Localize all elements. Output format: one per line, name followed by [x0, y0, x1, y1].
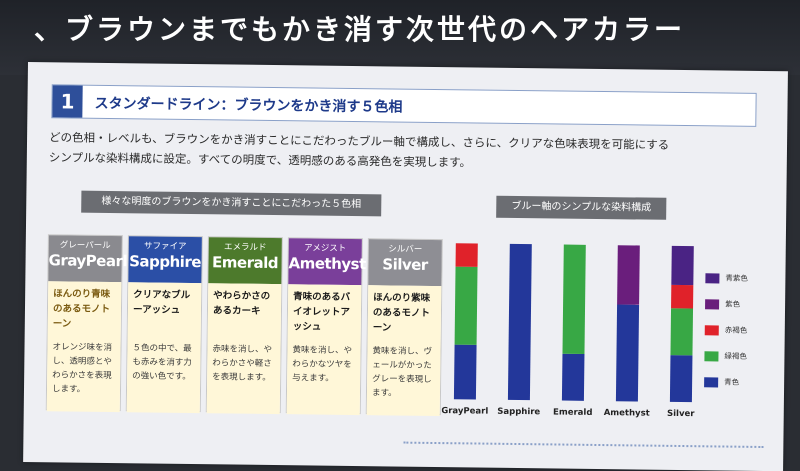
x-tick-label: Emerald — [553, 407, 592, 417]
legend-swatch — [705, 273, 720, 284]
chart-caption: ブルー軸のシンプルな染料構成 — [496, 195, 667, 220]
divider — [403, 441, 764, 453]
card-subtitle: ほんのり青味のあるモノトーン — [52, 288, 111, 330]
bar-segment-sapphire-0 — [507, 243, 532, 401]
section-header: 1 スタンダードライン：ブラウンをかき消す５色相 — [51, 84, 757, 127]
intro-text: どの色相・レベルも、ブラウンをかき消すことにこだわったブルー軸で構成し、さらに、… — [49, 127, 769, 176]
legend-swatch — [704, 325, 719, 336]
legend-swatch — [705, 299, 720, 310]
legend-swatch — [704, 377, 719, 388]
card-subtitle: やわらかさのあるカーキ — [212, 290, 271, 317]
dye-composition-chart: GrayPearl Sapphire Emerald Amethyst Silver 青… — [442, 237, 784, 431]
card-name: Sapphire — [129, 252, 202, 272]
card-body: 青味のあるバイオレットアッシュ 黄味を消し、やわらかなツヤを与えます。 — [286, 284, 362, 416]
card-description: 赤味を消し、やわらかさや軽さを表現します。 — [212, 344, 273, 383]
bar-segment-graypearl-1 — [454, 266, 478, 345]
bar-segment-silver-4 — [671, 245, 694, 286]
chart-legend: 青紫色紫色赤褐色緑褐色青色 — [704, 272, 785, 388]
card-kana: グレーパール — [59, 240, 111, 252]
card-header: アメジスト Amethyst — [288, 238, 366, 286]
section-number: 1 — [52, 85, 83, 118]
card-body: ほんのり紫味のあるモノトーン 黄味を消し、ヴェールがかったグレーを表現します。 — [366, 285, 442, 417]
card-header: シルバー Silver — [368, 239, 442, 287]
card-subtitle: クリアなブルーアッシュ — [132, 289, 191, 316]
bar-segment-emerald-0 — [561, 353, 585, 401]
bar-segment-silver-0 — [669, 355, 693, 403]
card-kana: サファイア — [143, 241, 187, 252]
card-silver: シルバー Silver ほんのり紫味のあるモノトーン 黄味を消し、ヴェールがかっ… — [365, 238, 443, 417]
card-body: やわらかさのあるカーキ 赤味を消し、やわらかさや軽さを表現します。 — [206, 283, 282, 415]
card-subtitle: 青味のあるバイオレットアッシュ — [292, 291, 351, 333]
card-graypearl: グレーパール GrayPearl ほんのり青味のあるモノトーン オレンジ味を消し… — [45, 234, 128, 413]
card-description: ５色の中で、最も赤みを消す力の強い色です。 — [132, 343, 192, 383]
card-amethyst: アメジスト Amethyst 青味のあるバイオレットアッシュ 黄味を消し、やわら… — [285, 237, 366, 416]
card-kana: アメジスト — [304, 243, 347, 254]
card-emerald: エメラルド Emerald やわらかさのあるカーキ 赤味を消し、やわらかさや軽さ… — [205, 236, 283, 415]
card-name: Emerald — [211, 253, 279, 273]
card-header: グレーパール GrayPearl — [48, 235, 128, 283]
legend-item: 赤褐色 — [704, 324, 785, 339]
page-sheet: 1 スタンダードライン：ブラウンをかき消す５色相 どの色相・レベルも、ブラウンを… — [23, 62, 788, 471]
x-tick-label: GrayPearl — [442, 406, 489, 417]
legend-swatch — [704, 351, 719, 362]
legend-label: 青紫色 — [725, 273, 748, 283]
legend-label: 青色 — [724, 377, 740, 387]
card-kana: シルバー — [388, 244, 423, 255]
legend-item: 紫色 — [705, 298, 785, 313]
card-subtitle: ほんのり紫味のあるモノトーン — [372, 292, 431, 334]
section-title: スタンダードライン：ブラウンをかき消す５色相 — [94, 95, 403, 116]
legend-item: 青色 — [704, 376, 784, 391]
bar-segment-silver-1 — [670, 308, 694, 356]
legend-item: 青紫色 — [705, 272, 785, 287]
legend-item: 緑褐色 — [704, 350, 784, 365]
card-body: ほんのり青味のあるモノトーン オレンジ味を消し、透明感とやわらかさを表現します。 — [46, 281, 122, 413]
card-body: クリアなブルーアッシュ ５色の中で、最も赤みを消す力の強い色です。 — [126, 282, 202, 414]
x-tick-label: Sapphire — [497, 407, 540, 418]
legend-label: 緑褐色 — [724, 351, 748, 361]
bar-segment-graypearl-0 — [453, 344, 477, 400]
card-name: GrayPearl — [48, 251, 128, 271]
card-header: エメラルド Emerald — [208, 237, 282, 285]
legend-label: 紫色 — [725, 299, 741, 309]
chart-plot: GrayPearl Sapphire Emerald Amethyst Silver — [442, 243, 695, 419]
card-sapphire: サファイア Sapphire クリアなブルーアッシュ ５色の中で、最も赤みを消す… — [125, 235, 203, 414]
bar-segment-amethyst-0 — [615, 304, 640, 402]
card-name: Silver — [382, 255, 428, 274]
bar-segment-graypearl-2 — [455, 243, 478, 267]
card-description: 黄味を消し、やわらかなツヤを与えます。 — [292, 345, 353, 384]
bar-segment-emerald-1 — [562, 244, 586, 355]
card-header: サファイア Sapphire — [128, 236, 202, 284]
card-description: 黄味を消し、ヴェールがかったグレーを表現します。 — [371, 346, 433, 399]
card-name: Amethyst — [288, 254, 366, 274]
bar-segment-silver-2 — [671, 284, 694, 309]
headline: 、ブラウンまでもかき消す次世代のヘアカラー — [34, 13, 686, 46]
cards-caption: 様々な明度のブラウンをかき消すことにこだわった５色相 — [81, 190, 382, 217]
card-kana: エメラルド — [223, 242, 267, 253]
legend-label: 赤褐色 — [724, 325, 748, 335]
card-description: オレンジ味を消し、透明感とやわらかさを表現します。 — [51, 342, 113, 395]
bar-segment-amethyst-3 — [617, 245, 640, 305]
x-tick-label: Amethyst — [604, 408, 650, 419]
x-tick-label: Silver — [667, 409, 695, 419]
